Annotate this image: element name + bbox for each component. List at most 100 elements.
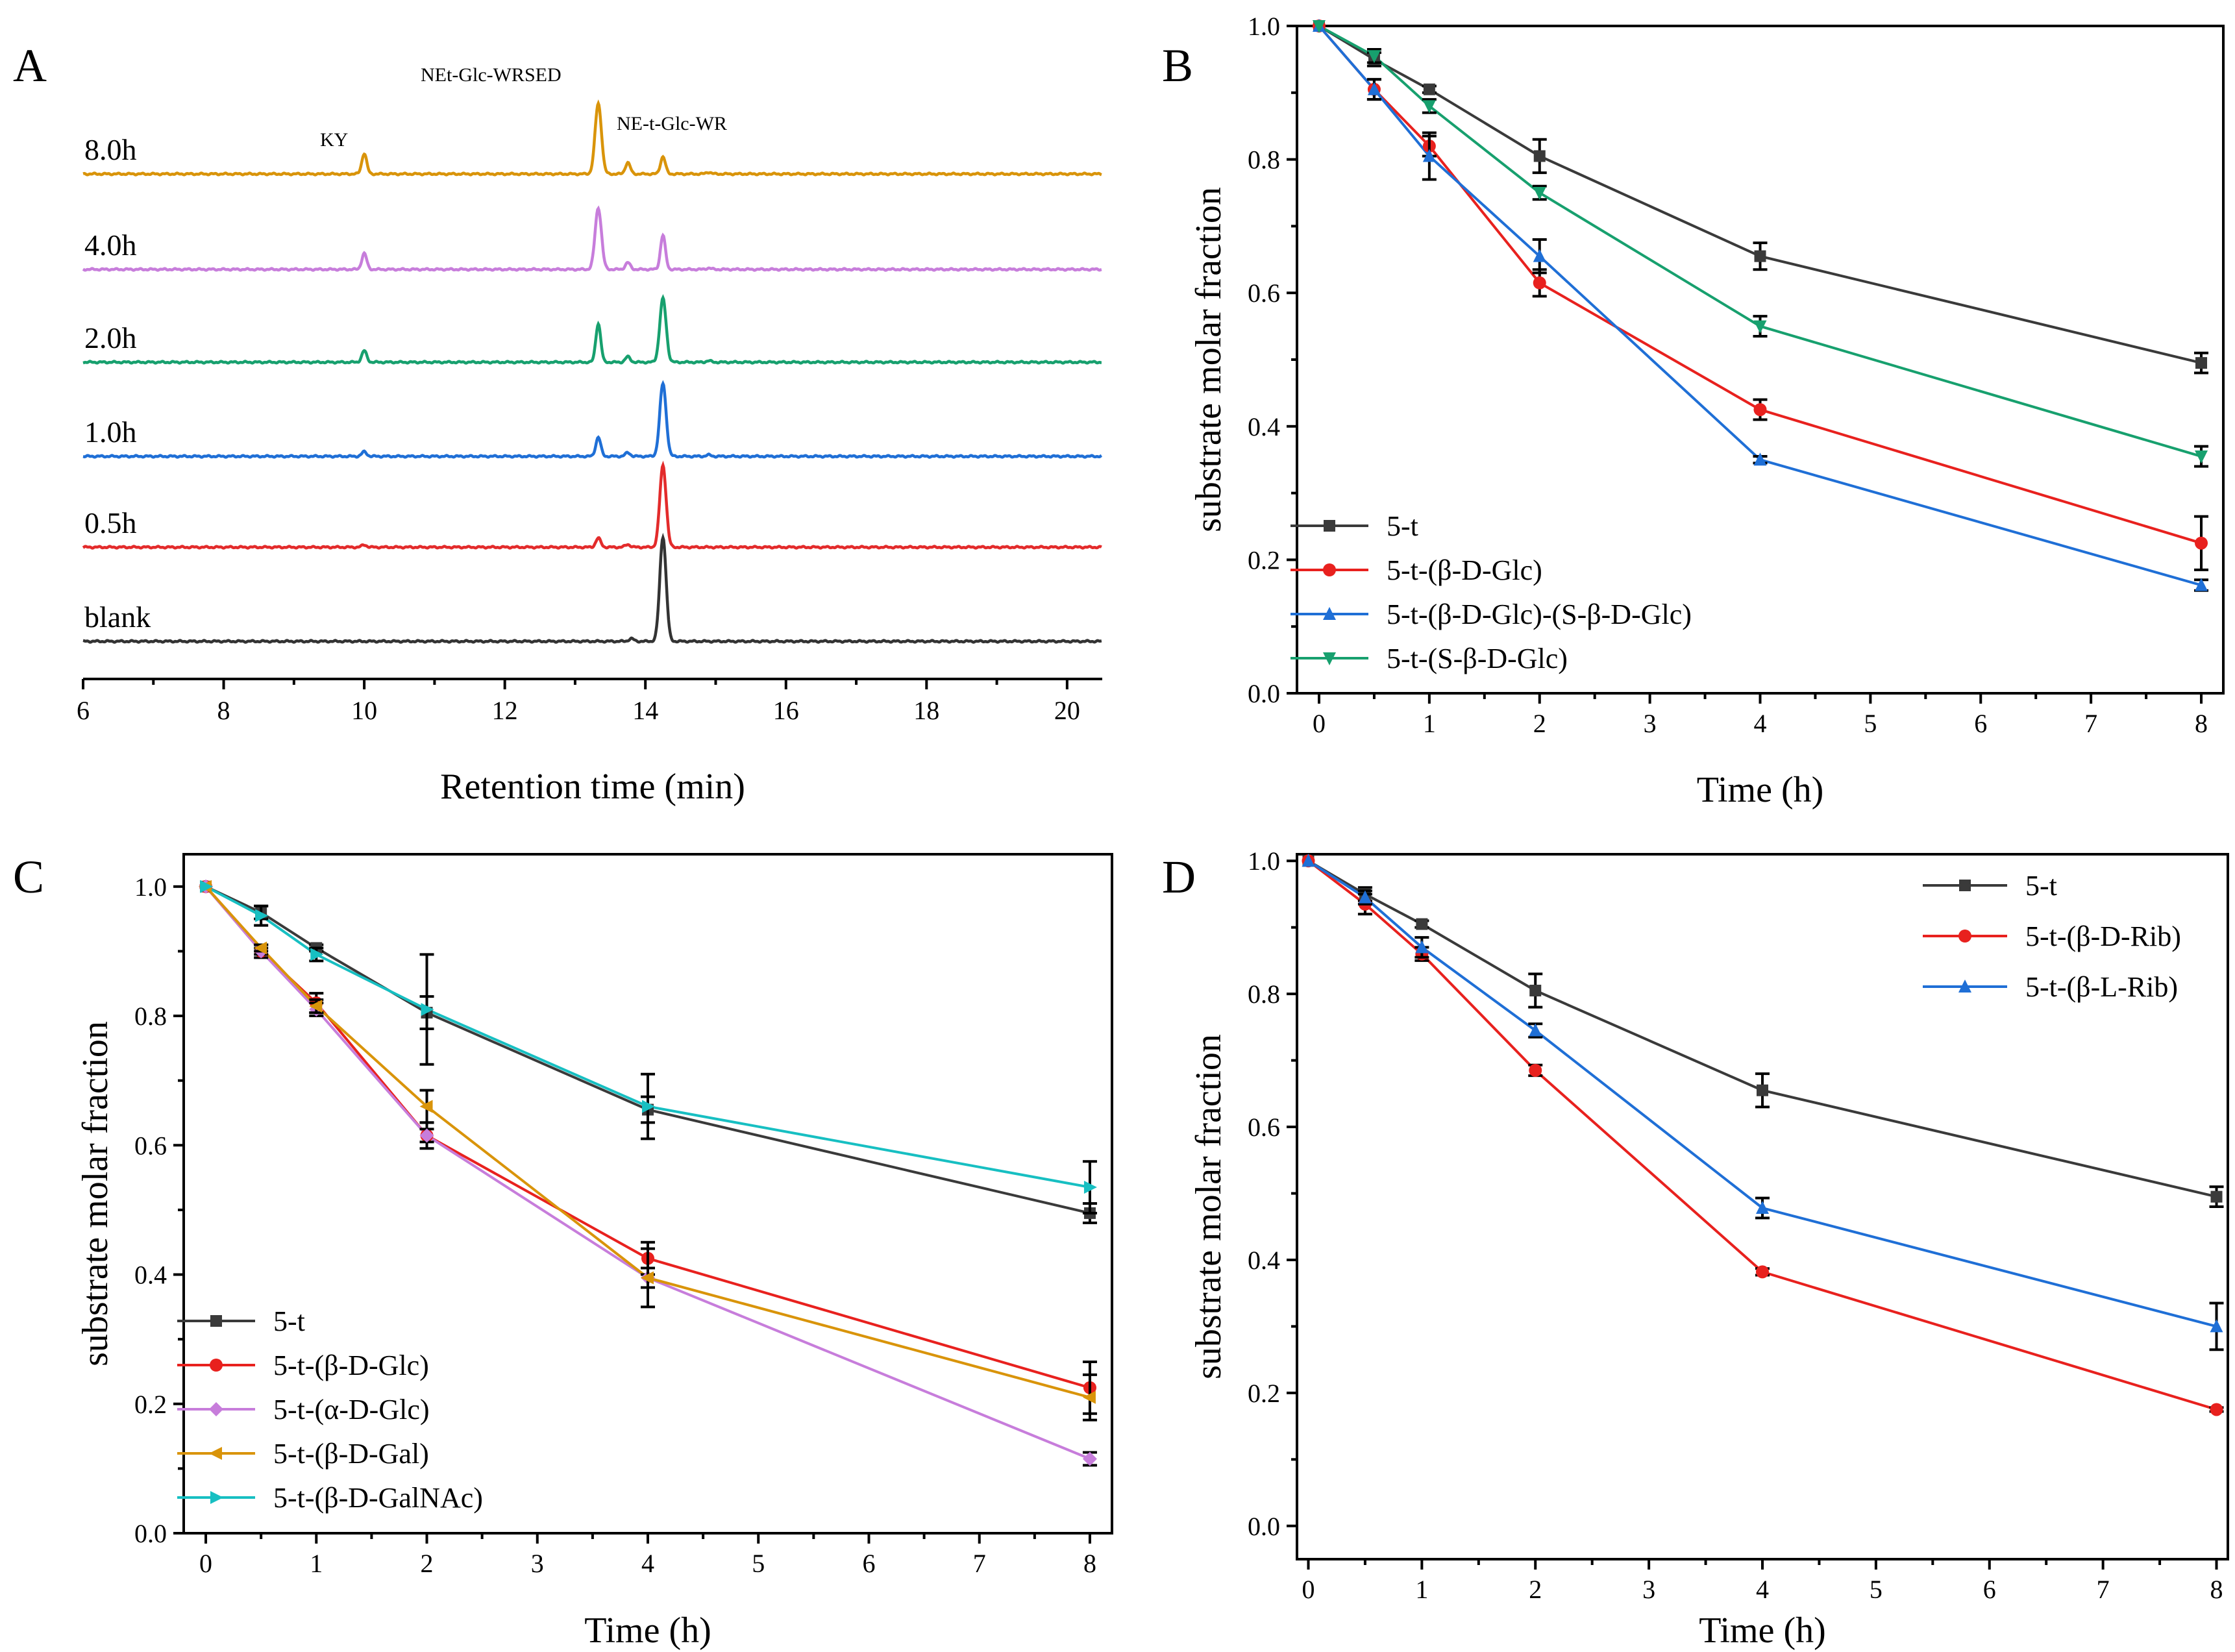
legend-swatch-marker	[209, 1447, 222, 1460]
legend-swatch-marker	[209, 1402, 223, 1416]
data-point	[1533, 150, 1546, 162]
legend-label: 5-t-(α-D-Glc)	[273, 1394, 430, 1425]
legend-label: 5-t-(β-D-Rib)	[2025, 920, 2181, 952]
x-tick-label: 6	[1974, 709, 1987, 738]
series-line	[205, 885, 1091, 1189]
x-tick-label: 6	[77, 696, 90, 725]
series-line	[1318, 25, 2202, 458]
y-tick-label: 1.0	[1248, 12, 1280, 41]
data-point	[1533, 187, 1546, 200]
series-line	[1318, 25, 2202, 587]
y-tick-label: 0.0	[134, 1519, 167, 1548]
y-tick-label: 0.6	[134, 1131, 167, 1160]
chromatogram-trace	[82, 380, 1102, 459]
x-tick-label: 1	[1423, 709, 1436, 738]
legend-swatch-marker	[210, 1315, 222, 1327]
legend: 5-t 5-t-(β-D-Glc) 5-t-(β-D-Glc)-(S-β-D-Glc…	[1290, 510, 1692, 674]
x-tick-label: 2	[1529, 1575, 1542, 1604]
legend-swatch-marker	[210, 1491, 223, 1504]
x-axis-label: Retention time (min)	[440, 767, 745, 807]
y-tick-label: 1.0	[134, 872, 167, 902]
x-tick-label: 2	[1533, 709, 1546, 738]
y-tick-label: 0.4	[134, 1261, 167, 1290]
data-point	[1083, 1181, 1097, 1194]
series-line	[1307, 859, 2217, 1411]
trace-label: 8.0h	[84, 133, 137, 166]
x-axis-label: Time (h)	[584, 1610, 711, 1651]
x-tick-label: 14	[632, 696, 658, 725]
x-tick-label: 8	[1083, 1549, 1096, 1578]
data-point	[1757, 1084, 1768, 1096]
legend: 5-t 5-t-(β-D-Rib) 5-t-(β-L-Rib)	[1923, 870, 2181, 1003]
trace-label: blank	[84, 600, 151, 634]
x-axis-label: Time (h)	[1697, 770, 1824, 810]
data-point	[1367, 82, 1381, 95]
x-tick-label: 1	[1415, 1575, 1428, 1604]
series-line	[205, 885, 1091, 1214]
legend-label: 5-t-(β-D-Glc)	[273, 1350, 429, 1381]
y-tick-label: 0.4	[1248, 412, 1280, 441]
y-tick-label: 0.8	[134, 1002, 167, 1031]
legend-label: 5-t-(β-D-Glc)	[1387, 554, 1542, 586]
series-line	[1307, 859, 2217, 1328]
x-tick-label: 0	[199, 1549, 212, 1578]
x-tick-label: 20	[1054, 696, 1080, 725]
legend-swatch-marker	[1324, 520, 1335, 532]
data-point	[1754, 250, 1766, 262]
data-point	[1529, 1063, 1542, 1077]
y-tick-label: 0.6	[1248, 1113, 1280, 1142]
chromatogram-trace	[82, 532, 1102, 644]
data-point	[2210, 1403, 2223, 1416]
x-tick-label: 5	[1870, 1575, 1883, 1604]
data-point	[1312, 20, 1326, 33]
legend-label: 5-t	[1387, 510, 1418, 542]
x-tick-label: 6	[1983, 1575, 1996, 1604]
x-tick-label: 3	[1644, 709, 1657, 738]
data-point	[1082, 1390, 1096, 1404]
series-line	[1307, 859, 2217, 1198]
y-tick-label: 0.4	[1248, 1246, 1280, 1275]
x-tick-label: 3	[531, 1549, 544, 1578]
legend-label: 5-t	[273, 1305, 305, 1337]
chromatogram-trace	[82, 460, 1102, 550]
data-point	[200, 880, 214, 893]
x-tick-label: 0	[1302, 1575, 1315, 1604]
y-tick-label: 1.0	[1248, 846, 1280, 876]
series-line	[204, 885, 1091, 1399]
chart-panel-b: B 0 1 2 3 4 5 6 7 8 0.0 0.2 0.4 0.6 0.8 1.0 Time (h) subs…	[1162, 12, 2225, 810]
legend-swatch-marker	[1959, 880, 1971, 891]
x-tick-label: 2	[421, 1549, 434, 1578]
legend-label: 5-t	[2025, 870, 2057, 902]
y-tick-label: 0.8	[1248, 980, 1280, 1009]
legend-label: 5-t-(S-β-D-Glc)	[1387, 643, 1568, 674]
x-tick-label: 16	[773, 696, 799, 725]
data-point	[2195, 357, 2208, 369]
data-point	[310, 948, 324, 961]
data-point	[254, 941, 267, 955]
y-axis-label: substrate molar fraction	[75, 1021, 116, 1366]
data-point	[1756, 1201, 1769, 1214]
data-point	[1529, 985, 1542, 997]
x-axis-label: Time (h)	[1699, 1610, 1826, 1651]
chromatogram-trace	[82, 205, 1102, 272]
legend-swatch-marker	[1323, 563, 1336, 576]
legend-swatch-marker	[1958, 980, 1971, 992]
data-point	[419, 1100, 433, 1113]
trace-label: 0.5h	[84, 506, 137, 539]
data-point	[1533, 249, 1546, 262]
x-tick-label: 18	[913, 696, 939, 725]
data-point	[2210, 1190, 2223, 1203]
data-point	[2195, 578, 2208, 591]
x-tick-label: 8	[2210, 1575, 2223, 1604]
x-tick-label: 7	[2097, 1575, 2110, 1604]
y-tick-label: 0.0	[1248, 679, 1280, 708]
peak-label: NE-t-Glc-WR	[617, 113, 727, 134]
data-point	[1753, 320, 1767, 334]
x-tick-label: 5	[1864, 709, 1877, 738]
x-tick-label: 5	[752, 1549, 765, 1578]
chart-panel-a: A 6 8 10 12 14 16 18 20 Retention time (min) 8.0h 4…	[13, 40, 1102, 807]
data-point	[1422, 100, 1436, 114]
data-point	[641, 1271, 654, 1285]
data-point	[1753, 403, 1767, 417]
